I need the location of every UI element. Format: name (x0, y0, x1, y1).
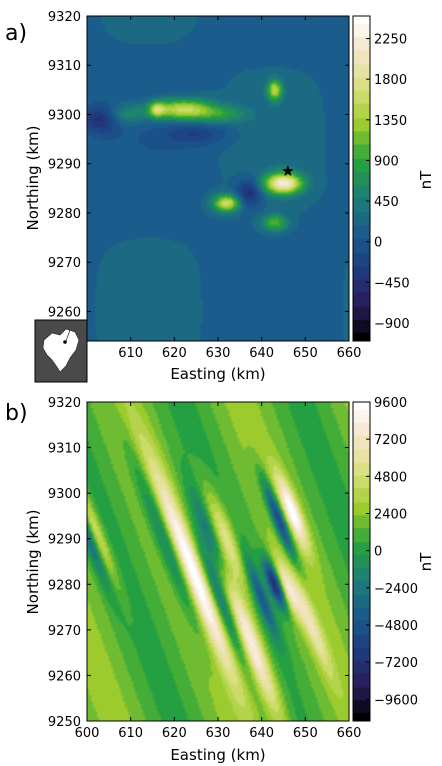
star-marker-icon (282, 165, 294, 176)
panel-b-label: b) (5, 401, 28, 426)
panel-b-x-tick-label: 650 (293, 726, 318, 741)
panel-b-y-tick-label: 9280 (48, 578, 81, 593)
panel-b-heatmap (87, 402, 349, 721)
panel-b-y-tick-label: 9300 (48, 487, 81, 502)
study-area-dot-icon (63, 340, 67, 344)
panel-b-colorbar-tick-label: 9600 (374, 396, 407, 411)
panel-b-colorbar-tick-label: −7200 (374, 656, 418, 671)
panel-b-colorbar-frame (352, 401, 371, 722)
panel-a-y-tick-label: 9290 (48, 158, 81, 173)
panel-b-x-tick-label: 600 (75, 726, 100, 741)
panel-b-colorbar-tick-label: 4800 (374, 470, 407, 485)
panel-b: b) 600 610 620 630 640 650 660 9250 9260 9270 928… (5, 396, 435, 764)
panel-b-x-tick-label: 620 (162, 726, 187, 741)
panel-a-y-tick-label: 9260 (48, 305, 81, 320)
panel-a-colorbar-tick-label: 0 (374, 236, 382, 251)
brazil-locator-inset (34, 319, 88, 383)
panel-a-colorbar-tick-label: 900 (374, 154, 399, 169)
panel-b-colorbar-tick-label: −9600 (374, 693, 418, 708)
panel-a-x-tick-label: 620 (162, 346, 187, 361)
panel-b-x-tick-label: 630 (206, 726, 231, 741)
panel-b-colorbar-tick-label: 0 (374, 545, 382, 560)
panel-a-colorbar-tick-label: 450 (374, 195, 399, 210)
panel-a-label: a) (5, 21, 27, 46)
panel-b-x-tick-label: 660 (337, 726, 362, 741)
panel-b-y-tick-label: 9260 (48, 669, 81, 684)
panel-a-colorbar-tick-label: 1800 (374, 73, 407, 88)
panel-b-y-tick-label: 9270 (48, 624, 81, 639)
panel-a-heatmap (87, 16, 349, 341)
panel-b-colorbar (353, 402, 370, 721)
panel-a-y-tick-label: 9300 (48, 108, 81, 123)
panel-a-colorbar-tick-label: −450 (374, 276, 410, 291)
panel-b-colorbar-tick-label: 7200 (374, 433, 407, 448)
panel-a-x-tick-label: 640 (249, 346, 274, 361)
panel-b-y-axis-label: Northing (km) (24, 510, 42, 615)
panel-a-y-tick-label: 9320 (48, 10, 81, 25)
panel-a-x-tick-label: 650 (293, 346, 318, 361)
panel-b-y-tick-label: 9250 (48, 715, 81, 730)
panel-b-y-tick-label: 9290 (48, 533, 81, 548)
panel-a-colorbar-ticks: −900 −450 0 450 900 1350 1800 2250 (366, 33, 410, 332)
panel-b-colorbar-label: nT (417, 552, 435, 572)
panel-a-x-tick-label: 630 (206, 346, 231, 361)
panel-a-colorbar-frame (352, 15, 371, 342)
panel-a-x-tick-label: 610 (118, 346, 143, 361)
panel-b-colorbar-ticks: −9600 −7200 −4800 −2400 0 2400 4800 7200 9600 (366, 396, 418, 708)
panel-a-x-tick-label: 660 (337, 346, 362, 361)
panel-b-y-tick-label: 9310 (48, 442, 81, 457)
panel-a-y-ticks: 9260 9270 9280 9290 9300 9310 9320 (48, 10, 349, 320)
panel-a-y-axis-label: Northing (km) (24, 126, 42, 231)
panel-b-colorbar-tick-label: 2400 (374, 507, 407, 522)
panel-a-markers (282, 165, 294, 176)
panel-a-colorbar (353, 16, 370, 341)
panel-b-y-tick-label: 9320 (48, 396, 81, 411)
panel-b-x-tick-label: 610 (118, 726, 143, 741)
panel-a: a) 610 620 630 640 650 660 9260 9270 9280 9290 93… (5, 10, 435, 383)
panel-a-y-tick-label: 9270 (48, 256, 81, 271)
panel-a-colorbar-label: nT (417, 170, 435, 190)
panel-b-x-axis-label: Easting (km) (170, 746, 265, 764)
panel-a-colorbar-tick-label: 2250 (374, 33, 407, 48)
inset-pointer-icon (65, 329, 71, 342)
panel-a-y-tick-label: 9310 (48, 59, 81, 74)
panel-b-y-ticks: 9250 9260 9270 9280 9290 9300 9310 9320 (48, 396, 349, 730)
panel-b-x-tick-label: 640 (249, 726, 274, 741)
panel-a-x-axis-label: Easting (km) (170, 365, 265, 383)
panel-a-colorbar-tick-label: −900 (374, 317, 410, 332)
panel-b-x-ticks: 600 610 620 630 640 650 660 (75, 402, 362, 741)
panel-b-colorbar-tick-label: −4800 (374, 619, 418, 634)
panel-a-y-tick-label: 9280 (48, 207, 81, 222)
panel-a-colorbar-tick-label: 1350 (374, 114, 407, 129)
panel-a-x-ticks: 610 620 630 640 650 660 (118, 16, 361, 361)
brazil-outline-icon (42, 328, 80, 373)
panel-b-colorbar-tick-label: −2400 (374, 582, 418, 597)
